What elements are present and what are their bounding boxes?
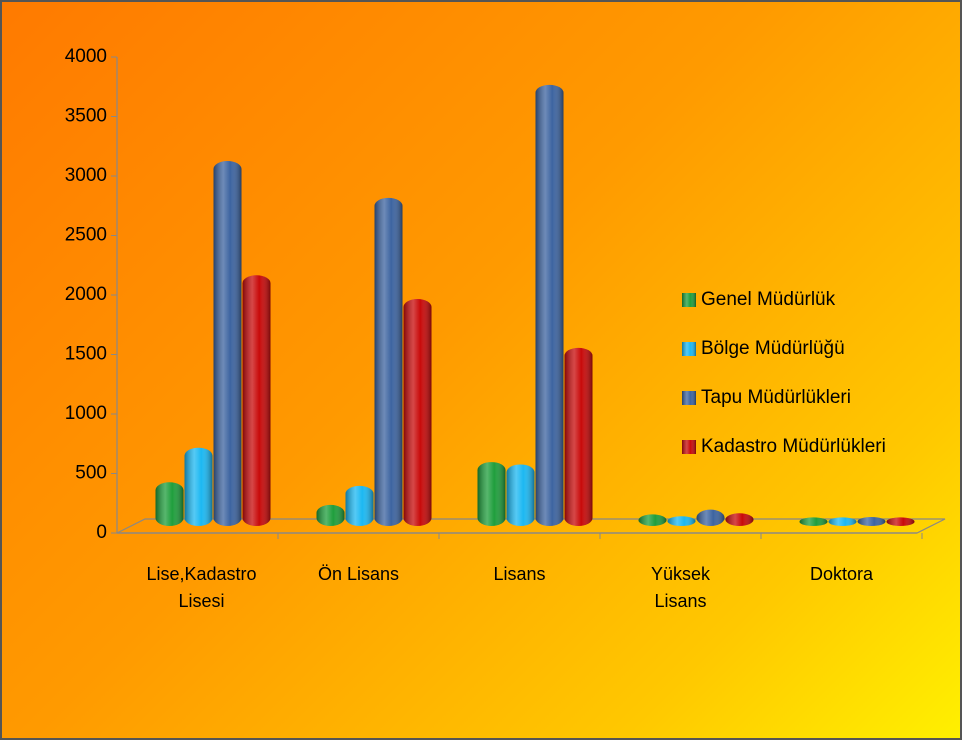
- bar-shade: [403, 299, 432, 526]
- bar-shade: [638, 514, 667, 526]
- y-tick-label: 2500: [65, 225, 107, 246]
- x-tick-label: Lisans: [493, 564, 546, 584]
- x-tick-label: Lise,Kadastro Lisesi: [146, 564, 257, 611]
- bar-shade: [828, 517, 857, 526]
- bar-shade: [857, 517, 886, 526]
- bar-shade: [667, 516, 696, 526]
- legend-label: Tapu Müdürlükleri: [701, 387, 851, 408]
- bar-shade: [799, 517, 828, 526]
- legend-swatch-shade: [682, 391, 696, 405]
- y-tick-label: 1000: [65, 403, 107, 424]
- y-tick-label: 1500: [65, 344, 107, 365]
- bar-shade: [316, 504, 345, 526]
- legend-label: Kadastro Müdürlükleri: [701, 436, 886, 457]
- y-tick-label: 500: [75, 463, 107, 484]
- bar-shade: [242, 275, 271, 526]
- bar-shade: [477, 462, 506, 526]
- bar-shade: [725, 513, 754, 526]
- x-tick-label: Ön Lisans: [317, 564, 400, 584]
- y-tick-label: 2000: [65, 284, 107, 305]
- bar-shade: [506, 464, 535, 526]
- bar-shade: [345, 485, 374, 526]
- y-tick-label: 3500: [65, 106, 107, 127]
- legend-swatch-shade: [682, 293, 696, 307]
- y-tick-label: 0: [96, 522, 107, 543]
- bar-shade: [155, 482, 184, 526]
- legend-swatch-shade: [682, 440, 696, 454]
- bar-shade: [535, 84, 564, 526]
- x-tick-label: Doktora: [809, 564, 874, 584]
- bar-shade: [564, 347, 593, 526]
- x-tick-label: Yüksek Lisans: [650, 564, 711, 611]
- legend-label: Bölge Müdürlüğü: [701, 338, 845, 359]
- bar-shade: [886, 517, 915, 526]
- legend-label: Genel Müdürlük: [701, 289, 836, 310]
- bar-shade: [213, 161, 242, 526]
- bar-shade: [696, 509, 725, 526]
- bar-shade: [374, 197, 403, 526]
- bar-shade: [184, 447, 213, 526]
- y-tick-label: 4000: [65, 46, 107, 67]
- y-tick-label: 3000: [65, 165, 107, 186]
- legend-swatch-shade: [682, 342, 696, 356]
